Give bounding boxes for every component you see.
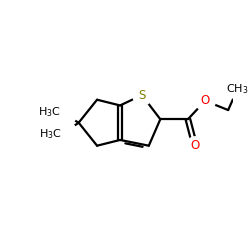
Text: CH$_3$: CH$_3$ <box>226 82 248 96</box>
Text: O: O <box>190 139 200 152</box>
Text: H$_3$C: H$_3$C <box>38 106 61 119</box>
Text: S: S <box>138 88 145 102</box>
Text: H$_3$C: H$_3$C <box>39 128 62 141</box>
Text: O: O <box>200 94 210 107</box>
